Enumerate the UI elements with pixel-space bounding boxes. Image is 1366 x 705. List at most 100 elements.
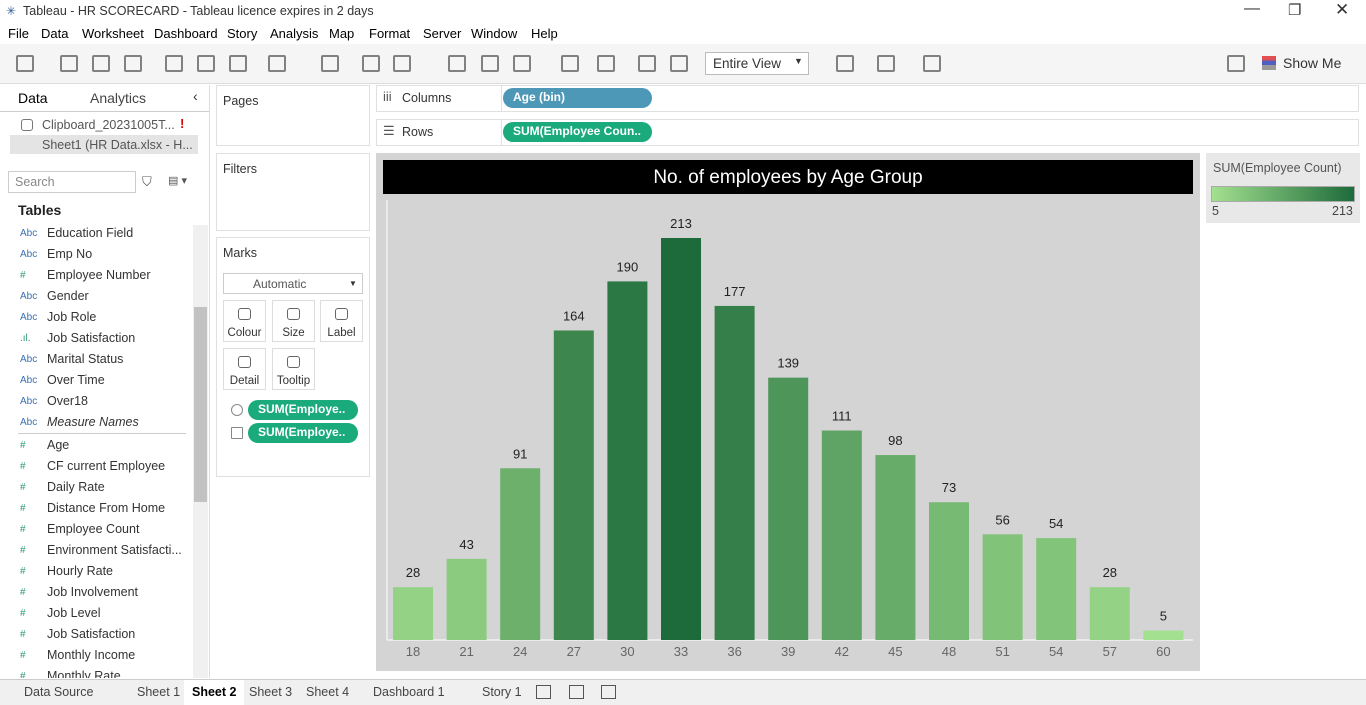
marks-card: Marks Automatic ▼ Colour Size Label Detail Tool… xyxy=(216,237,370,477)
search-box[interactable]: Search xyxy=(8,171,136,193)
sheet-tab[interactable]: Sheet 4 xyxy=(306,685,350,699)
menu-item[interactable]: Help xyxy=(531,26,558,41)
field[interactable]: Education Field xyxy=(47,226,134,240)
field[interactable]: Over18 xyxy=(47,394,88,408)
field[interactable]: Environment Satisfacti... xyxy=(47,543,182,557)
field[interactable]: Marital Status xyxy=(47,352,124,366)
shelf-pill[interactable]: Age (bin) xyxy=(503,88,652,108)
marks-button[interactable]: Size xyxy=(272,300,315,342)
field[interactable]: Gender xyxy=(47,289,89,303)
field-icon: # xyxy=(20,671,26,678)
marks-button[interactable]: Label xyxy=(320,300,363,342)
sheet-tab[interactable]: Sheet 2 xyxy=(184,680,245,705)
field[interactable]: Employee Count xyxy=(47,522,140,536)
warning: ! xyxy=(180,116,185,131)
sheet-tab[interactable]: Sheet 1 xyxy=(137,685,181,699)
mark-pill[interactable]: SUM(Employe.. xyxy=(248,423,358,443)
toolbar-button[interactable] xyxy=(16,55,34,72)
toolbar-button[interactable] xyxy=(268,55,286,72)
menu-item[interactable]: Server xyxy=(423,26,462,41)
marks-button[interactable]: Colour xyxy=(223,300,266,342)
view-options[interactable]: ▤ ▾ xyxy=(168,175,187,187)
filter-button[interactable]: ⛉ xyxy=(142,174,152,189)
shelf-pill[interactable]: SUM(Employee Coun.. xyxy=(503,122,652,142)
show-me[interactable]: Show Me xyxy=(1283,55,1342,71)
mark-pill[interactable]: SUM(Employe.. xyxy=(248,400,358,420)
collapse[interactable]: ‹ xyxy=(193,88,198,104)
sheet-tab[interactable]: Data Source xyxy=(24,685,94,699)
toolbar-button[interactable] xyxy=(1227,55,1245,72)
menu-item[interactable]: Format xyxy=(369,26,411,41)
toolbar-button[interactable] xyxy=(124,55,142,72)
field[interactable]: Job Satisfaction xyxy=(47,331,136,345)
field[interactable]: Monthly Income xyxy=(47,648,136,662)
toolbar-button[interactable] xyxy=(877,55,895,72)
toolbar-button[interactable] xyxy=(362,55,380,72)
field-icon: # xyxy=(20,440,26,451)
new-sheet-button[interactable] xyxy=(601,685,616,699)
close[interactable]: ✕ xyxy=(1335,0,1350,19)
new-sheet-button[interactable] xyxy=(569,685,584,699)
sheet-tab[interactable]: Sheet 3 xyxy=(249,685,293,699)
field[interactable]: Daily Rate xyxy=(47,480,105,494)
marks-button[interactable]: Detail xyxy=(223,348,266,390)
toolbar-button[interactable] xyxy=(393,55,411,72)
field-icon: Abc xyxy=(20,228,38,239)
data-label: 5 xyxy=(1160,609,1167,624)
field[interactable]: Job Level xyxy=(47,606,101,620)
toolbar-button[interactable] xyxy=(638,55,656,72)
toolbar-button[interactable] xyxy=(836,55,854,72)
fit-dropdown[interactable]: Entire View ▼ xyxy=(705,52,809,75)
mark-type[interactable]: Automatic xyxy=(223,273,363,294)
field-icon: Abc xyxy=(20,354,38,365)
pane-tab[interactable]: Data xyxy=(18,90,48,106)
field[interactable]: Hourly Rate xyxy=(47,564,113,578)
new-sheet-button[interactable] xyxy=(536,685,551,699)
x-tick-label: 18 xyxy=(406,644,420,659)
field[interactable]: Job Involvement xyxy=(47,585,139,599)
toolbar-button[interactable] xyxy=(60,55,78,72)
toolbar-button[interactable] xyxy=(92,55,110,72)
field[interactable]: Measure Names xyxy=(47,415,139,429)
toolbar-button[interactable] xyxy=(561,55,579,72)
sheet-tab[interactable]: Dashboard 1 xyxy=(373,685,445,699)
menu-item[interactable]: Worksheet xyxy=(82,26,144,41)
field[interactable]: Employee Number xyxy=(47,268,151,282)
toolbar-button[interactable] xyxy=(481,55,499,72)
menu-item[interactable]: Data xyxy=(41,26,69,41)
menu-item[interactable]: Dashboard xyxy=(154,26,218,41)
toolbar-button[interactable] xyxy=(513,55,531,72)
restore[interactable]: ❐ xyxy=(1288,2,1302,19)
marks-button[interactable]: Tooltip xyxy=(272,348,315,390)
toolbar-button[interactable] xyxy=(448,55,466,72)
button-label: Size xyxy=(282,327,305,339)
data-source[interactable]: Sheet1 (HR Data.xlsx - H... xyxy=(10,135,198,154)
shelf-divider xyxy=(501,85,502,112)
field[interactable]: Distance From Home xyxy=(47,501,166,515)
field[interactable]: Emp No xyxy=(47,247,93,261)
menu-item[interactable]: File xyxy=(8,26,29,41)
sheet-tab[interactable]: Story 1 xyxy=(482,685,522,699)
minimize[interactable]: — xyxy=(1244,0,1260,17)
field[interactable]: Job Satisfaction xyxy=(47,627,136,641)
field[interactable]: Age xyxy=(47,438,70,452)
menu-item[interactable]: Analysis xyxy=(270,26,319,41)
toolbar-button[interactable] xyxy=(923,55,941,72)
field[interactable]: Monthly Rate xyxy=(47,669,121,678)
scroll-thumb[interactable] xyxy=(194,307,207,502)
menu-item[interactable]: Story xyxy=(227,26,258,41)
toolbar-button[interactable] xyxy=(597,55,615,72)
toolbar-button[interactable] xyxy=(165,55,183,72)
pane-tab[interactable]: Analytics xyxy=(90,90,147,106)
data-label: 177 xyxy=(724,284,746,299)
toolbar-button[interactable] xyxy=(229,55,247,72)
toolbar-button[interactable] xyxy=(670,55,688,72)
toolbar-button[interactable] xyxy=(197,55,215,72)
toolbar-button[interactable] xyxy=(321,55,339,72)
field[interactable]: Over Time xyxy=(47,373,105,387)
field[interactable]: Job Role xyxy=(47,310,97,324)
menu-item[interactable]: Window xyxy=(471,26,518,41)
menu-item[interactable]: Map xyxy=(329,26,355,41)
data-source[interactable]: Clipboard_20231005T... xyxy=(42,118,175,132)
field[interactable]: CF current Employee xyxy=(47,459,166,473)
